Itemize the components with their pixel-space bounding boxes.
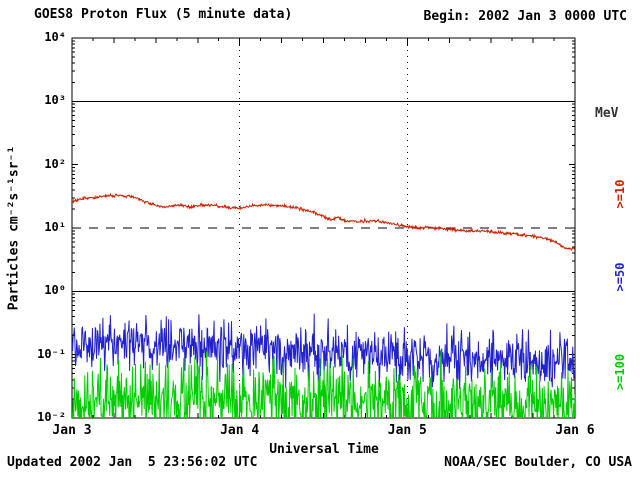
updated-timestamp: Updated 2002 Jan 5 23:56:02 UTC: [7, 455, 258, 470]
chart-title: GOES8 Proton Flux (5 minute data): [34, 7, 293, 22]
series-label-ge100: >=100: [613, 353, 627, 391]
credit-label: NOAA/SEC Boulder, CO USA: [444, 455, 632, 470]
y-tick-label: 10⁰: [44, 283, 66, 298]
y-tick-label: 10⁻¹: [37, 346, 66, 361]
x-tick-label: Jan 6: [555, 423, 595, 438]
x-tick-label: Jan 3: [52, 423, 92, 438]
y-tick-label: 10²: [44, 156, 66, 171]
x-tick-label: Jan 5: [387, 423, 427, 438]
x-axis-label: Universal Time: [269, 442, 379, 457]
series-label-ge10: >=10: [613, 179, 627, 209]
series-label-ge50: >=50: [613, 262, 627, 292]
y-tick-label: 10⁻²: [37, 410, 66, 424]
y-tick-label: 10³: [44, 93, 66, 108]
y-tick-label: 10¹: [44, 220, 66, 234]
begin-time-label: Begin: 2002 Jan 3 0000 UTC: [423, 9, 628, 24]
right-axis-unit-label: MeV: [595, 106, 619, 121]
y-tick-label: 10⁴: [44, 30, 66, 44]
y-axis-label: Particles cm⁻²s⁻¹sr⁻¹: [6, 145, 22, 311]
x-tick-label: Jan 4: [220, 423, 260, 438]
